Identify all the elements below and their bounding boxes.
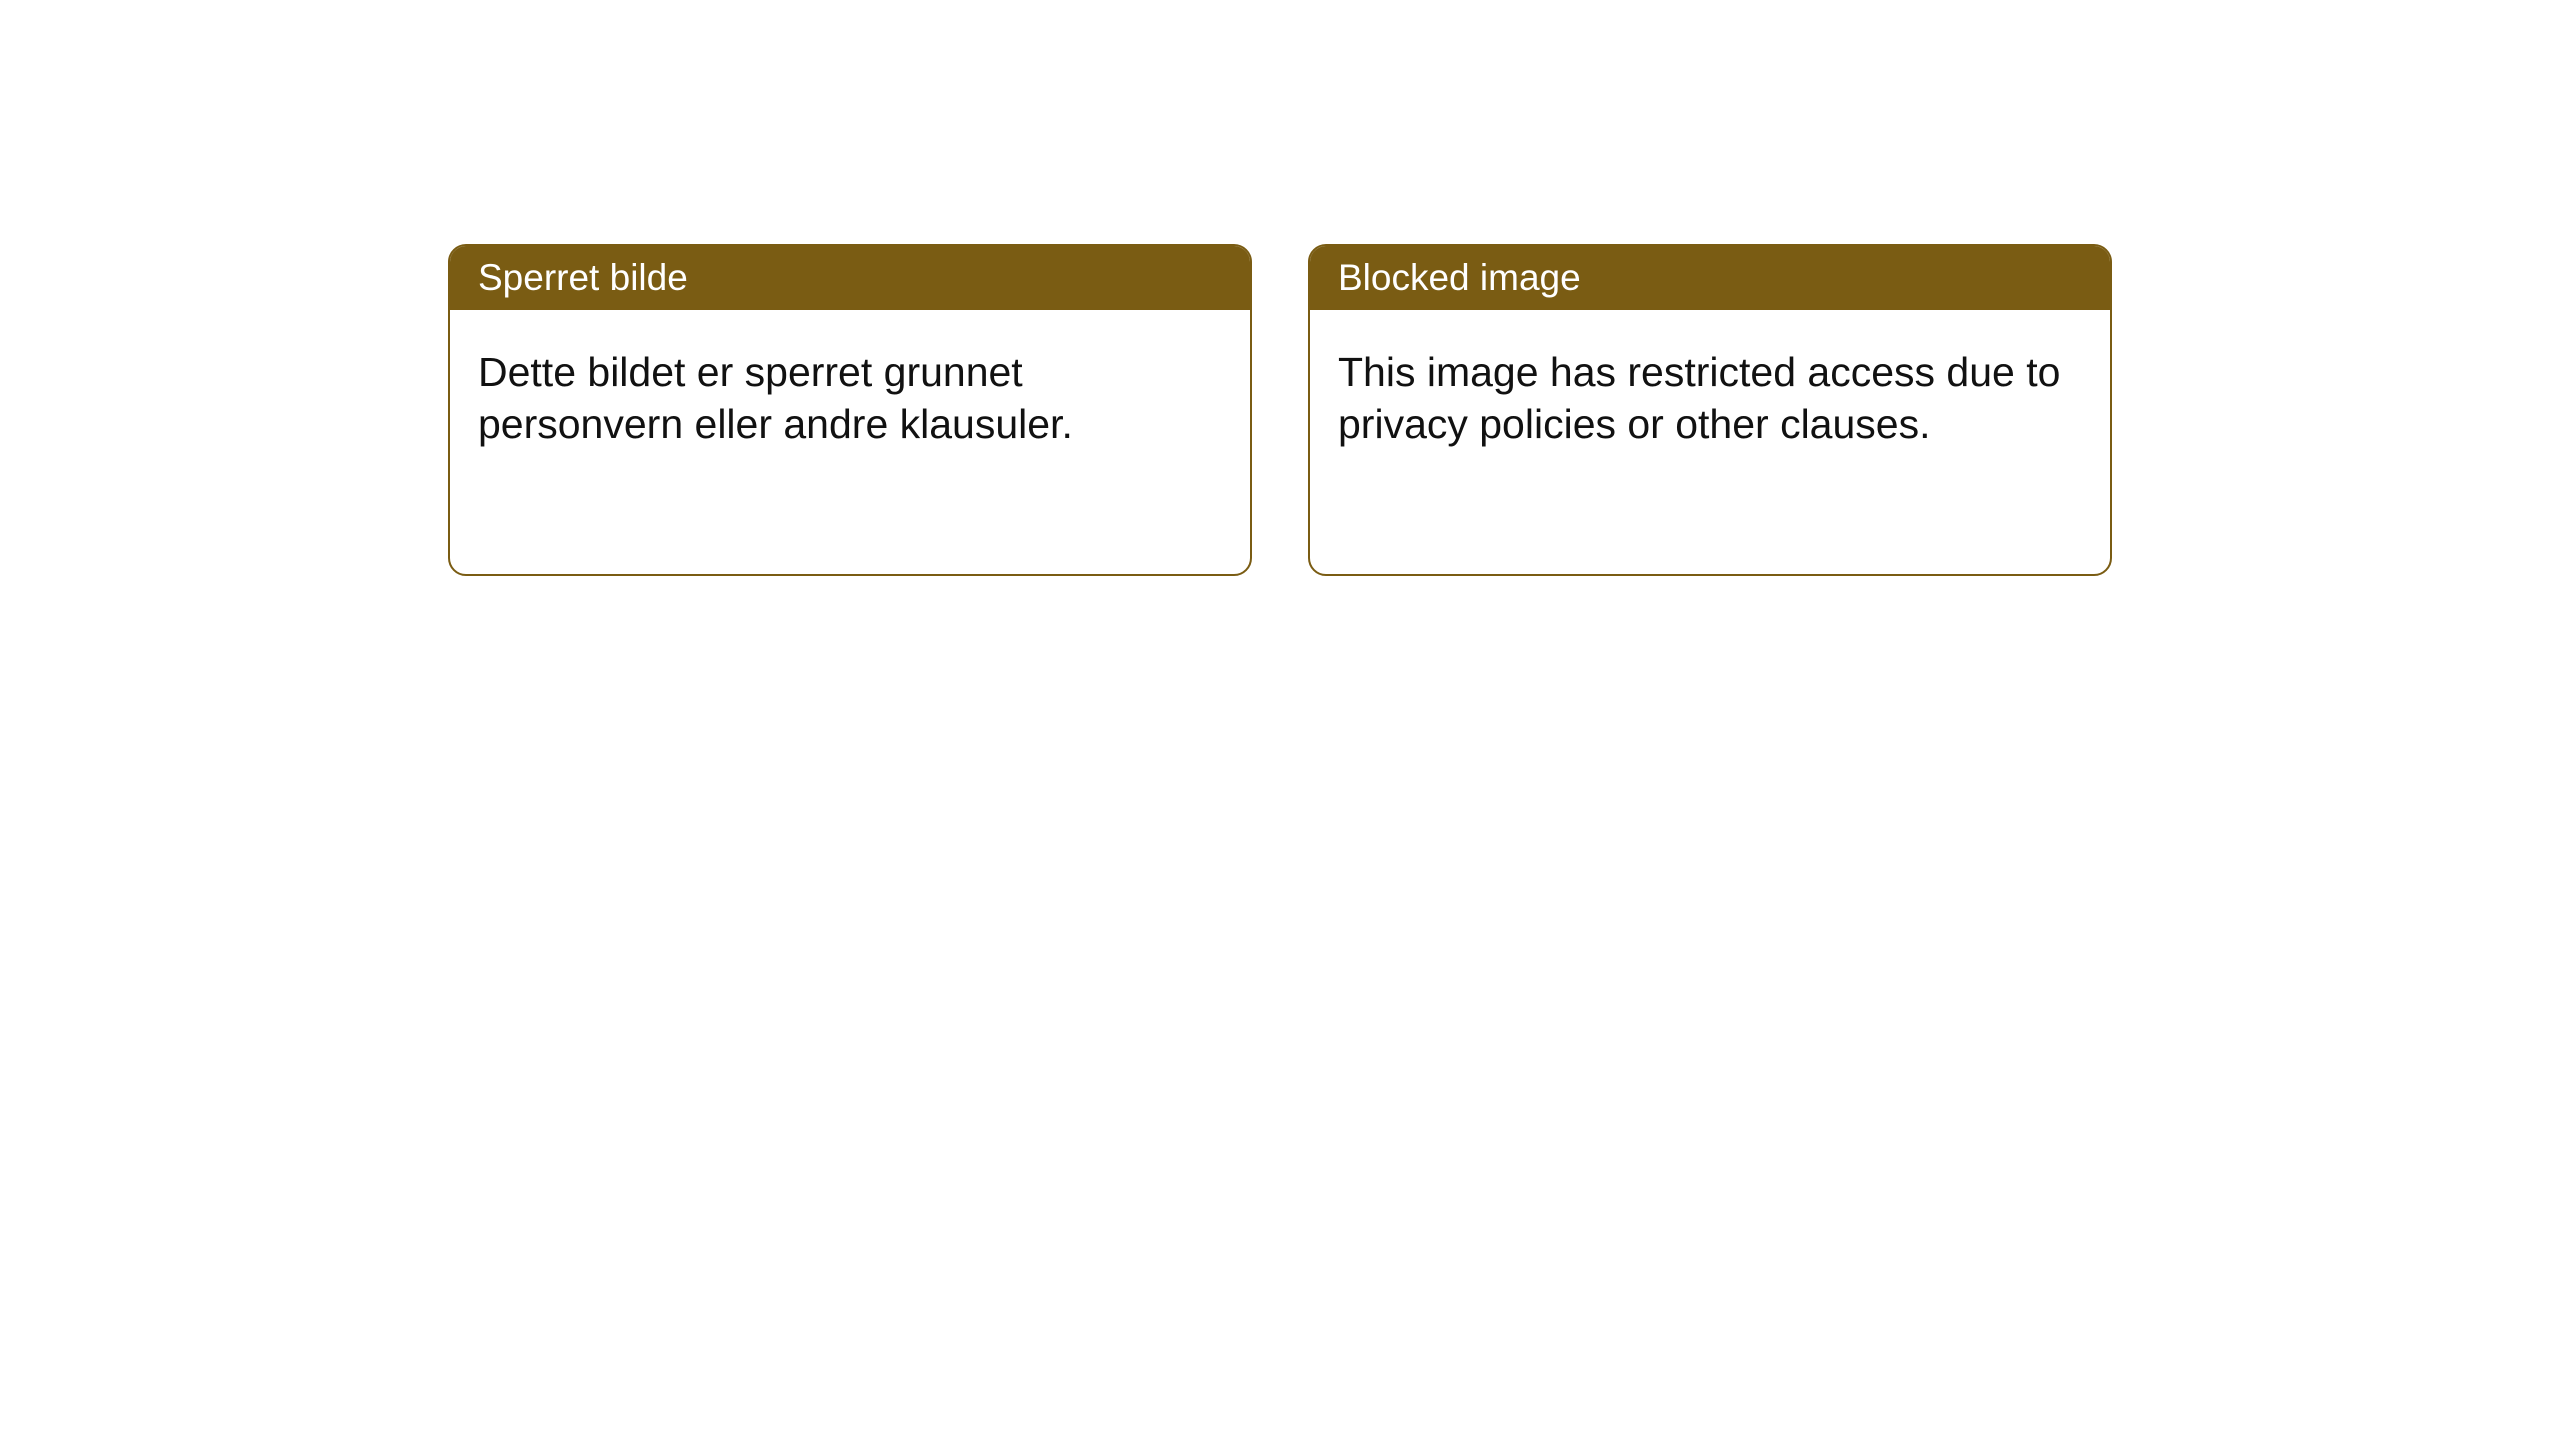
notice-body: Dette bildet er sperret grunnet personve… xyxy=(450,310,1250,487)
notice-card-norwegian: Sperret bilde Dette bildet er sperret gr… xyxy=(448,244,1252,576)
notice-body-text: Dette bildet er sperret grunnet personve… xyxy=(478,349,1073,447)
notice-container: Sperret bilde Dette bildet er sperret gr… xyxy=(448,244,2112,576)
notice-header: Blocked image xyxy=(1310,246,2110,310)
notice-header: Sperret bilde xyxy=(450,246,1250,310)
notice-body: This image has restricted access due to … xyxy=(1310,310,2110,487)
notice-title: Blocked image xyxy=(1338,257,1581,298)
notice-card-english: Blocked image This image has restricted … xyxy=(1308,244,2112,576)
notice-title: Sperret bilde xyxy=(478,257,688,298)
notice-body-text: This image has restricted access due to … xyxy=(1338,349,2060,447)
